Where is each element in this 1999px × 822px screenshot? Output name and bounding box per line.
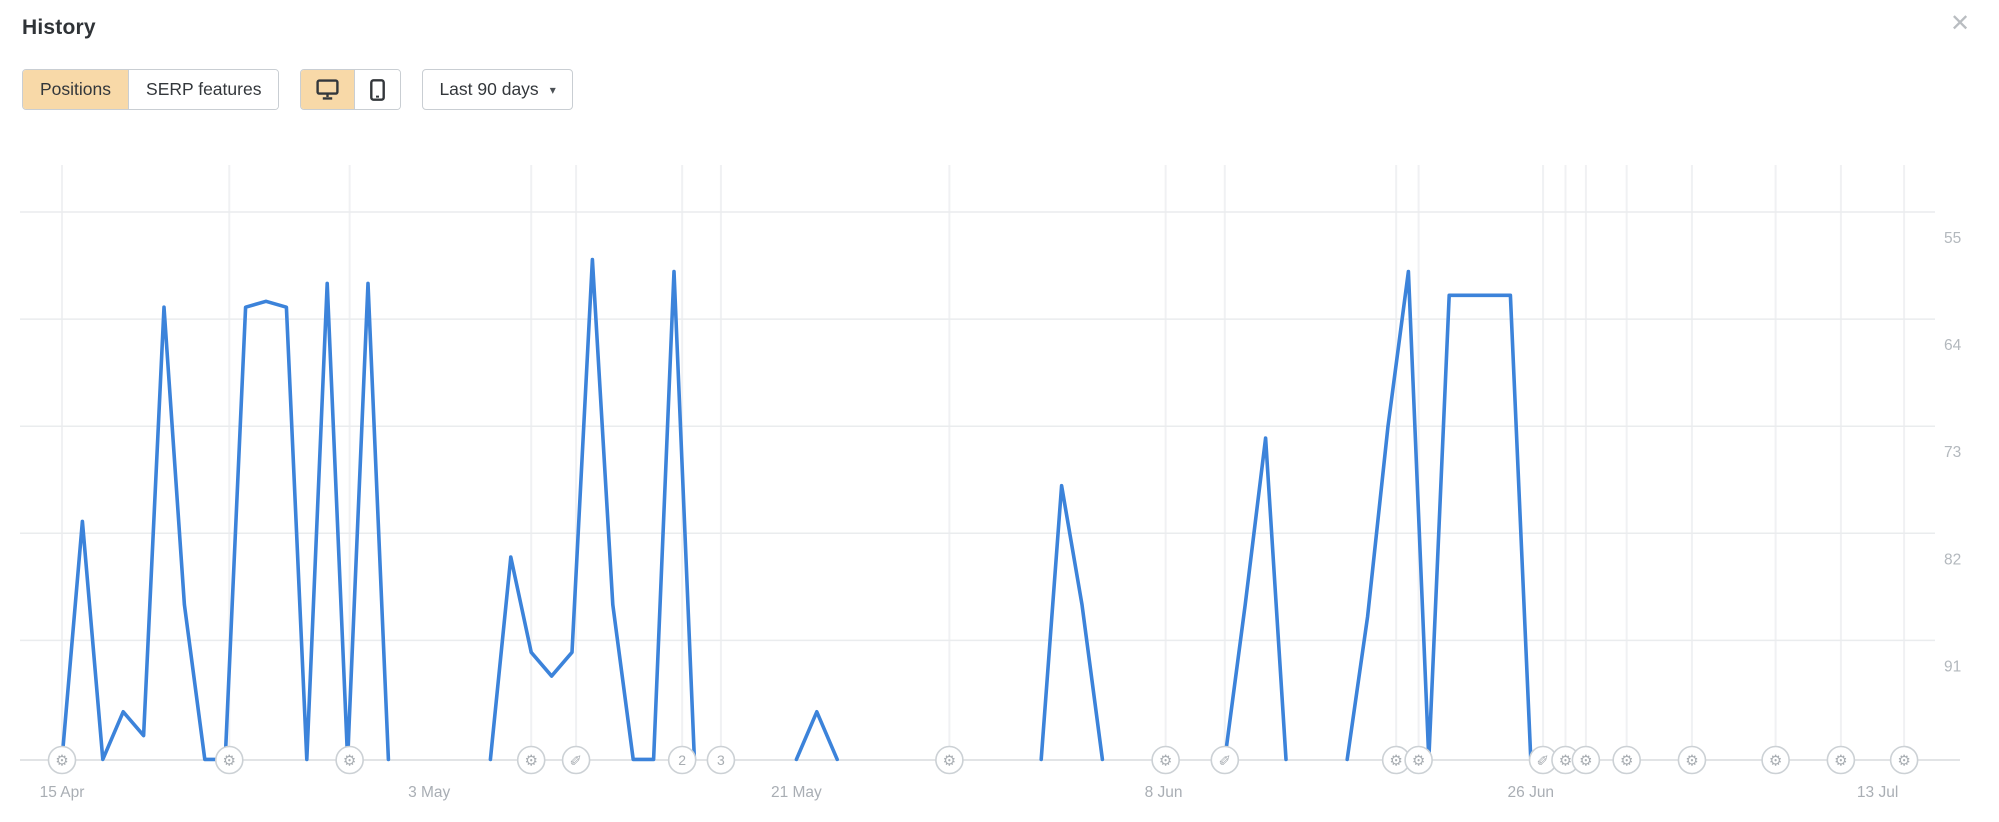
position-line xyxy=(794,709,840,762)
note-badge[interactable]: ⚙ xyxy=(335,745,364,775)
note-badge[interactable]: ⚙ xyxy=(1151,745,1180,775)
gear-icon: ⚙ xyxy=(1159,753,1172,770)
gear-icon: ⚙ xyxy=(1579,753,1592,770)
gear-icon: ⚙ xyxy=(1559,753,1572,770)
position-line xyxy=(1223,436,1288,762)
pencil-icon: ✎ xyxy=(1536,754,1553,767)
gear-icon: ⚙ xyxy=(1412,753,1425,770)
note-badge[interactable]: 2 xyxy=(667,745,697,775)
chevron-down-icon: ▾ xyxy=(549,82,556,97)
y-axis-label: 73 xyxy=(1944,444,1961,461)
gear-icon: ⚙ xyxy=(1389,753,1402,770)
note-badge[interactable]: ✎ xyxy=(1210,745,1240,775)
x-axis-label: 26 Jun xyxy=(1508,784,1555,801)
device-toggle xyxy=(300,69,402,110)
gear-icon: ⚙ xyxy=(1620,753,1633,770)
y-axis-label: 82 xyxy=(1944,551,1961,568)
x-axis-label: 13 Jul xyxy=(1857,784,1898,801)
note-badge[interactable]: 3 xyxy=(706,745,736,775)
gear-icon: ⚙ xyxy=(1897,753,1910,770)
note-badge[interactable]: ✎ xyxy=(561,745,591,775)
date-range-dropdown[interactable]: Last 90 days ▾ xyxy=(422,69,573,110)
x-axis-label: 15 Apr xyxy=(40,784,85,801)
mobile-icon xyxy=(370,78,386,101)
gear-icon: ⚙ xyxy=(223,753,236,770)
position-line xyxy=(60,281,391,762)
gear-icon: ⚙ xyxy=(55,753,68,770)
note-badge[interactable]: ⚙ xyxy=(1889,745,1919,775)
x-axis-label: 3 May xyxy=(408,784,450,801)
gear-icon: ⚙ xyxy=(524,753,537,770)
note-badge[interactable]: ⚙ xyxy=(214,745,244,775)
close-icon[interactable]: ✕ xyxy=(1949,9,1971,37)
note-badge[interactable]: ⚙ xyxy=(1761,745,1790,775)
gear-icon: ⚙ xyxy=(343,753,356,770)
note-number: 3 xyxy=(717,752,725,768)
note-badge[interactable]: ⚙ xyxy=(516,745,546,775)
note-badge[interactable]: ⚙ xyxy=(1677,745,1707,775)
gear-icon: ⚙ xyxy=(1834,753,1847,770)
note-badge[interactable]: ⚙ xyxy=(1571,745,1601,775)
pencil-icon: ✎ xyxy=(1217,754,1234,767)
y-axis-label: 91 xyxy=(1944,658,1961,675)
note-number: 2 xyxy=(678,752,686,768)
note-badge[interactable]: ⚙ xyxy=(935,745,964,775)
note-badge[interactable]: ⚙ xyxy=(1612,745,1641,775)
date-range-label: Last 90 days xyxy=(439,79,539,99)
desktop-toggle-button[interactable] xyxy=(301,70,355,109)
position-line xyxy=(1039,483,1105,762)
note-badge[interactable]: ⚙ xyxy=(1551,745,1580,775)
note-badge[interactable]: ⚙ xyxy=(1381,745,1411,775)
tab-positions[interactable]: Positions xyxy=(23,70,129,109)
view-toggle: Positions SERP features xyxy=(22,69,280,110)
note-badge[interactable]: ⚙ xyxy=(1404,745,1433,775)
x-axis-label: 21 May xyxy=(771,784,822,801)
gear-icon: ⚙ xyxy=(943,753,956,770)
note-badge[interactable]: ✎ xyxy=(1528,745,1558,775)
toolbar: Positions SERP features xyxy=(22,69,573,110)
gear-icon: ⚙ xyxy=(1685,753,1698,770)
y-axis-label: 64 xyxy=(1944,337,1962,354)
position-line xyxy=(1345,269,1533,762)
page-title: History xyxy=(22,16,96,39)
gear-icon: ⚙ xyxy=(1769,753,1782,770)
y-axis-label: 55 xyxy=(1944,230,1961,247)
note-badge[interactable]: ⚙ xyxy=(47,745,77,775)
note-badge[interactable]: ⚙ xyxy=(1826,745,1856,775)
pencil-icon: ✎ xyxy=(569,754,586,767)
desktop-icon xyxy=(316,79,340,100)
mobile-toggle-button[interactable] xyxy=(354,70,401,109)
position-line xyxy=(488,257,697,762)
tab-serp-features[interactable]: SERP features xyxy=(128,70,279,109)
x-axis-label: 8 Jun xyxy=(1145,784,1183,801)
